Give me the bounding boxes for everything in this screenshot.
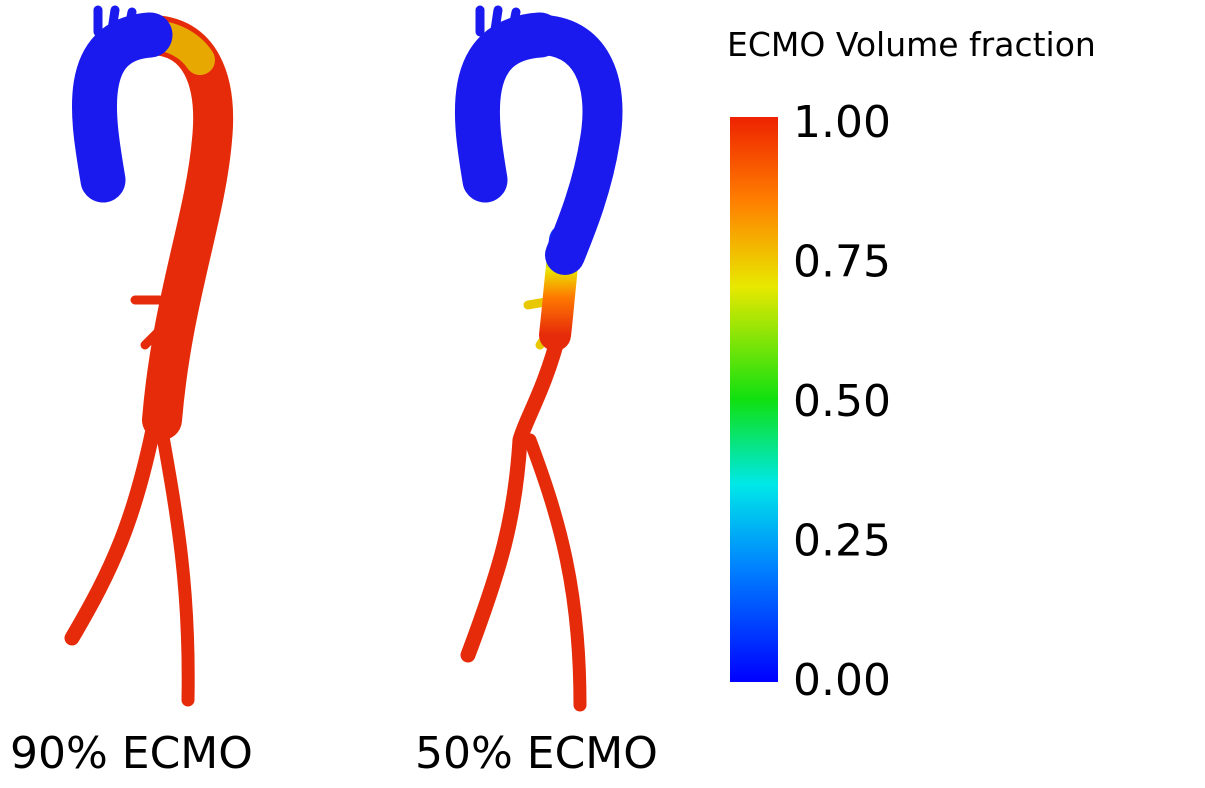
aorta-50	[454, 5, 623, 712]
colorbar-title: ECMO Volume fraction	[727, 25, 1096, 64]
colorbar-tick-label: 1.00	[793, 97, 891, 148]
colorbar-tick-label: 0.50	[793, 376, 891, 427]
colorbar-ticks: 1.00 0.75 0.50 0.25 0.00	[793, 97, 891, 706]
panel-label: 50% ECMO	[415, 728, 658, 779]
aorta-90	[64, 5, 234, 707]
colorbar-tick-label: 0.75	[793, 237, 891, 288]
colorbar	[730, 117, 778, 682]
panel-label: 90% ECMO	[10, 728, 253, 779]
colorbar-tick-label: 0.00	[793, 655, 891, 706]
colorbar-tick-label: 0.25	[793, 516, 891, 567]
